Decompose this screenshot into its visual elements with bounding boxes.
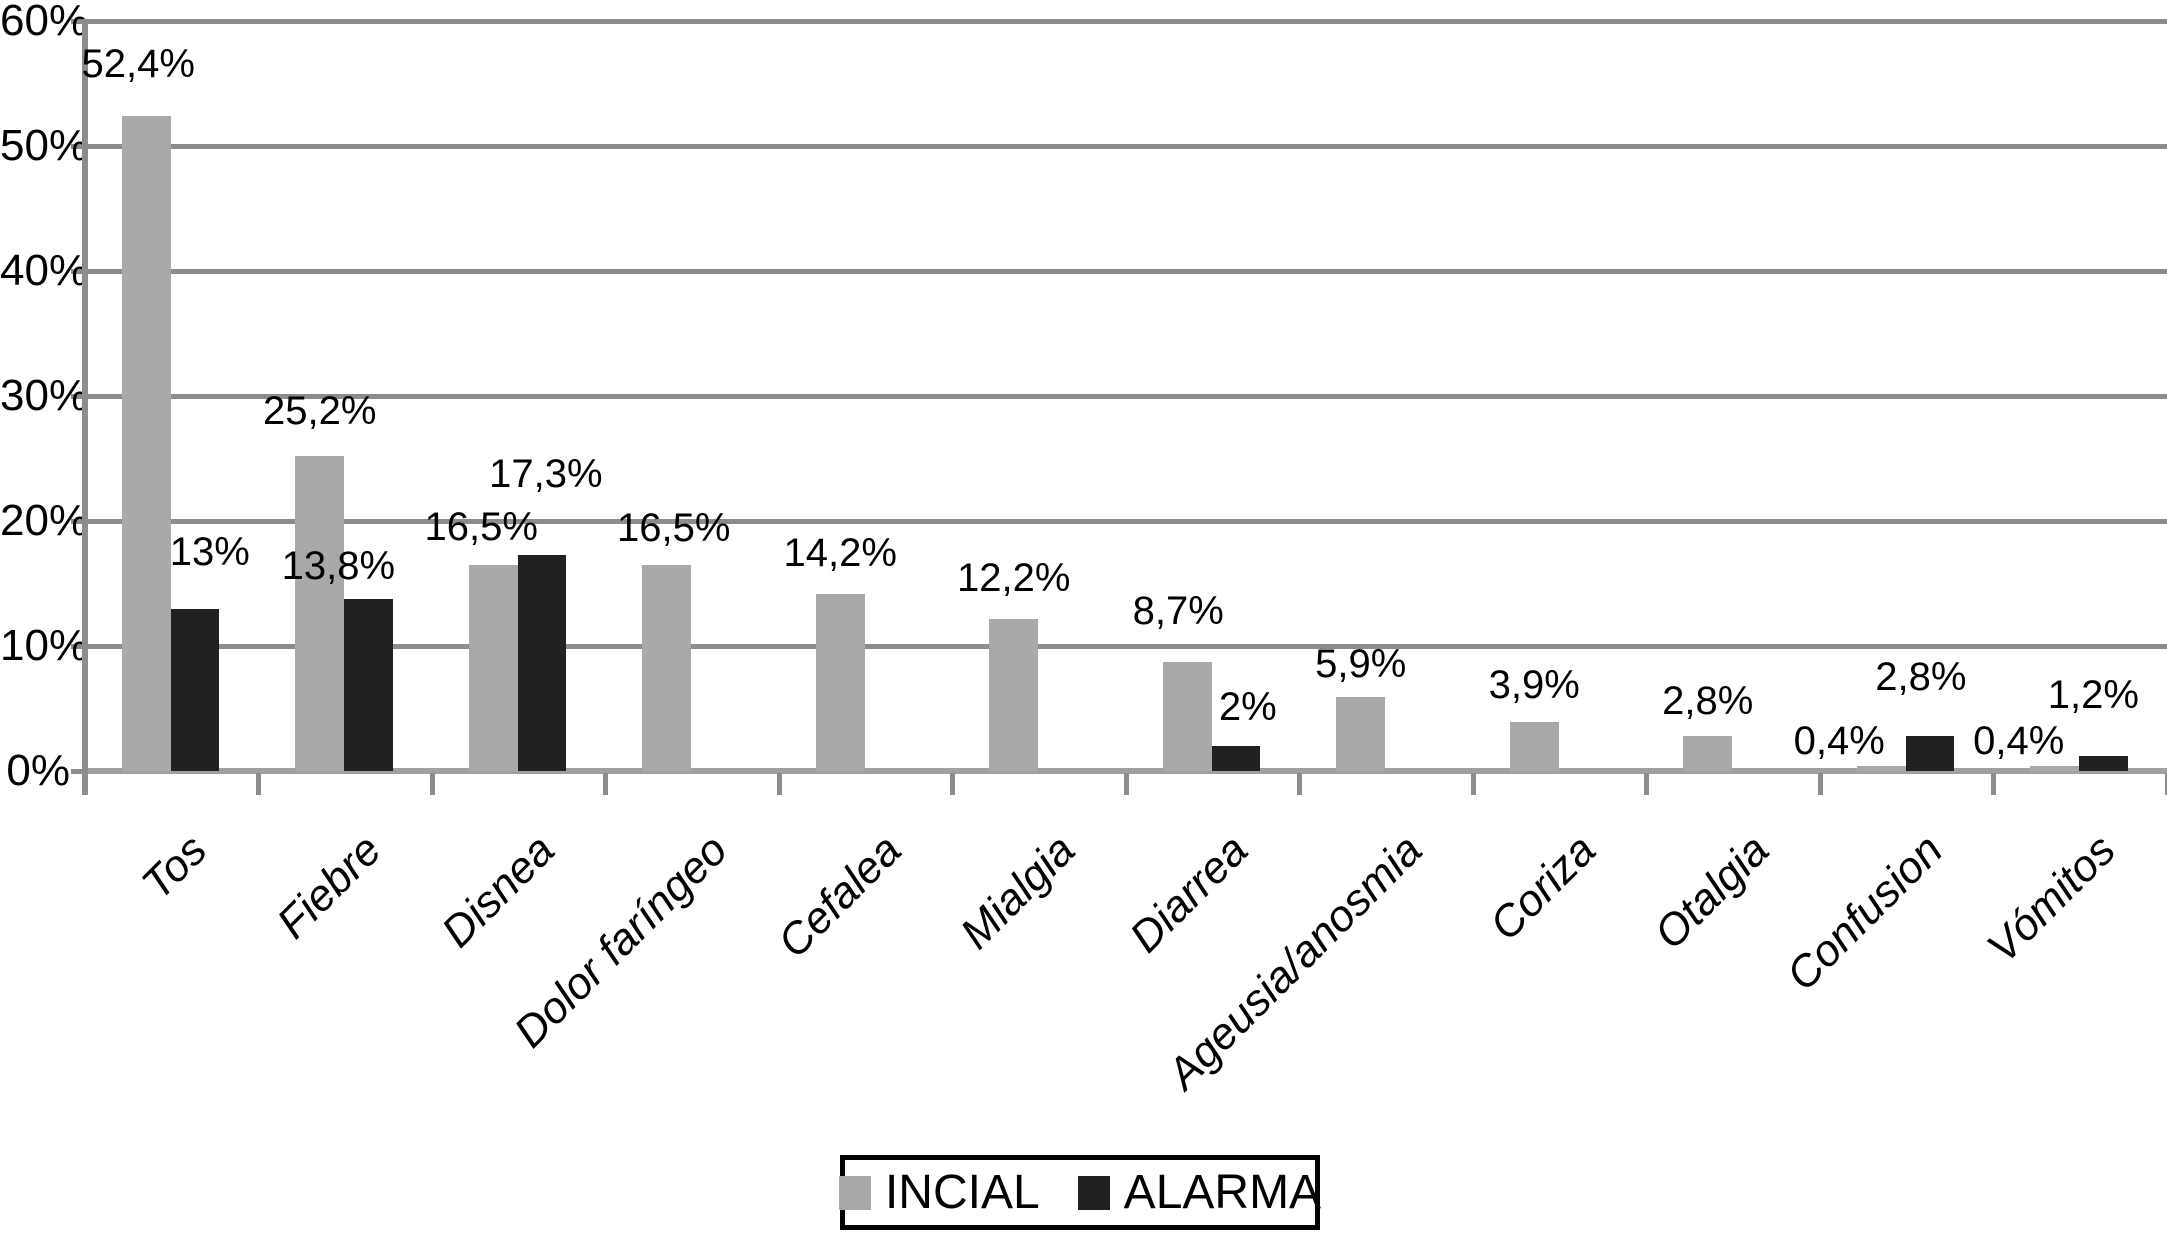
bar-alarma-disnea bbox=[517, 554, 567, 771]
category-label-tos: Tos bbox=[133, 825, 217, 909]
y-axis-tick-label: 60% bbox=[0, 0, 89, 45]
bar-incial-dolor-far-ngeo bbox=[642, 564, 692, 771]
bar-alarma-diarrea bbox=[1211, 746, 1261, 771]
bar-alarma-fiebre bbox=[344, 598, 393, 771]
y-axis-tick-label: 10% bbox=[0, 621, 89, 670]
bar-incial-diarrea bbox=[1162, 662, 1212, 771]
y-axis-tick-label: 20% bbox=[0, 496, 89, 545]
x-axis-tick bbox=[1644, 773, 1649, 795]
value-label-incial-dolor-far-ngeo: 16,5% bbox=[617, 505, 731, 550]
bar-incial-tos bbox=[121, 116, 171, 771]
bar-incial-otalgia bbox=[1683, 736, 1733, 771]
y-axis-tick bbox=[71, 768, 82, 774]
value-label-alarma-v-mitos: 1,2% bbox=[2047, 673, 2139, 717]
x-axis-tick bbox=[2164, 773, 2167, 795]
value-label-incial-confusion: 0,4% bbox=[1793, 719, 1885, 763]
value-label-incial-mialgia: 12,2% bbox=[957, 555, 1071, 600]
x-axis-tick bbox=[1123, 773, 1129, 795]
y-axis-tick bbox=[71, 643, 82, 649]
y-axis-tick-label: 50% bbox=[0, 121, 89, 170]
category-label-diarrea: Diarrea bbox=[1121, 825, 1258, 962]
x-axis-tick bbox=[950, 773, 955, 795]
x-axis-tick bbox=[603, 773, 608, 795]
y-axis-tick bbox=[71, 143, 82, 149]
gridline-10% bbox=[85, 643, 2167, 649]
x-axis-tick bbox=[1991, 773, 1996, 795]
y-axis-tick bbox=[71, 393, 82, 399]
y-axis-tick bbox=[71, 518, 82, 524]
y-axis-tick-label: 30% bbox=[0, 371, 89, 420]
value-label-incial-tos: 52,4% bbox=[81, 42, 195, 86]
value-label-alarma-confusion: 2,8% bbox=[1875, 655, 1967, 699]
y-axis-line bbox=[82, 19, 88, 795]
y-axis-tick bbox=[71, 268, 82, 274]
bar-incial-disnea bbox=[468, 564, 518, 771]
x-axis-tick bbox=[776, 773, 782, 795]
x-axis-tick bbox=[82, 773, 88, 795]
bar-incial-ageusia-anosmia bbox=[1336, 697, 1386, 771]
value-label-incial-diarrea: 8,7% bbox=[1132, 589, 1224, 634]
category-label-cefalea: Cefalea bbox=[768, 825, 911, 968]
bar-incial-mialgia bbox=[989, 618, 1039, 771]
bar-alarma-v-mitos bbox=[2079, 756, 2128, 771]
value-label-incial-v-mitos: 0,4% bbox=[1973, 719, 2065, 763]
legend-label-inicial: INCIAL bbox=[884, 1165, 1040, 1219]
bar-incial-confusion bbox=[1856, 766, 1906, 771]
category-label-coriza: Coriza bbox=[1480, 825, 1605, 950]
gridline-60% bbox=[85, 18, 2167, 24]
y-axis-tick-label: 0% bbox=[6, 746, 70, 795]
x-axis-tick bbox=[1817, 773, 1823, 795]
value-label-alarma-fiebre: 13,8% bbox=[281, 543, 396, 588]
gridline-40% bbox=[85, 268, 2167, 274]
bar-incial-v-mitos bbox=[2030, 766, 2080, 771]
category-label-otalgia: Otalgia bbox=[1644, 825, 1779, 959]
category-label-mialgia: Mialgia bbox=[950, 825, 1085, 959]
legend: INCIAL ALARMA bbox=[838, 1155, 1322, 1230]
bar-incial-cefalea bbox=[815, 593, 865, 771]
x-axis-line bbox=[85, 768, 2167, 774]
value-label-alarma-disnea: 17,3% bbox=[489, 451, 603, 496]
legend-entry-alarma: ALARMA bbox=[1077, 1165, 1322, 1219]
value-label-incial-coriza: 3,9% bbox=[1488, 663, 1580, 708]
bar-incial-coriza bbox=[1509, 722, 1559, 771]
legend-swatch-inicial bbox=[838, 1175, 871, 1210]
value-label-incial-ageusia-anosmia: 5,9% bbox=[1315, 642, 1407, 687]
category-label-confusion: Confusion bbox=[1776, 825, 1952, 1001]
x-axis-tick bbox=[1297, 773, 1302, 795]
value-label-incial-cefalea: 14,2% bbox=[783, 530, 897, 575]
gridline-50% bbox=[85, 143, 2167, 149]
legend-label-alarma: ALARMA bbox=[1123, 1165, 1322, 1219]
bar-alarma-confusion bbox=[1905, 736, 1955, 771]
gridline-20% bbox=[85, 518, 2167, 524]
legend-entry-inicial: INCIAL bbox=[838, 1165, 1040, 1219]
legend-swatch-alarma bbox=[1077, 1175, 1110, 1210]
category-label-fiebre: Fiebre bbox=[267, 825, 391, 949]
x-axis-tick bbox=[256, 773, 261, 795]
bar-alarma-tos bbox=[170, 608, 220, 771]
category-label-disnea: Disnea bbox=[432, 825, 564, 957]
x-axis-tick bbox=[1470, 773, 1476, 795]
x-axis-tick bbox=[429, 773, 435, 795]
value-label-incial-disnea: 16,5% bbox=[424, 504, 538, 549]
value-label-incial-otalgia: 2,8% bbox=[1662, 679, 1754, 723]
gridline-30% bbox=[85, 393, 2167, 399]
y-axis-tick bbox=[71, 18, 82, 24]
y-axis-tick-label: 40% bbox=[0, 246, 89, 295]
value-label-alarma-tos: 13% bbox=[169, 529, 250, 574]
bar-incial-fiebre bbox=[295, 456, 345, 771]
value-label-incial-fiebre: 25,2% bbox=[263, 389, 377, 433]
value-label-alarma-diarrea: 2% bbox=[1218, 685, 1277, 729]
category-label-v-mitos: Vómitos bbox=[1978, 825, 2126, 973]
